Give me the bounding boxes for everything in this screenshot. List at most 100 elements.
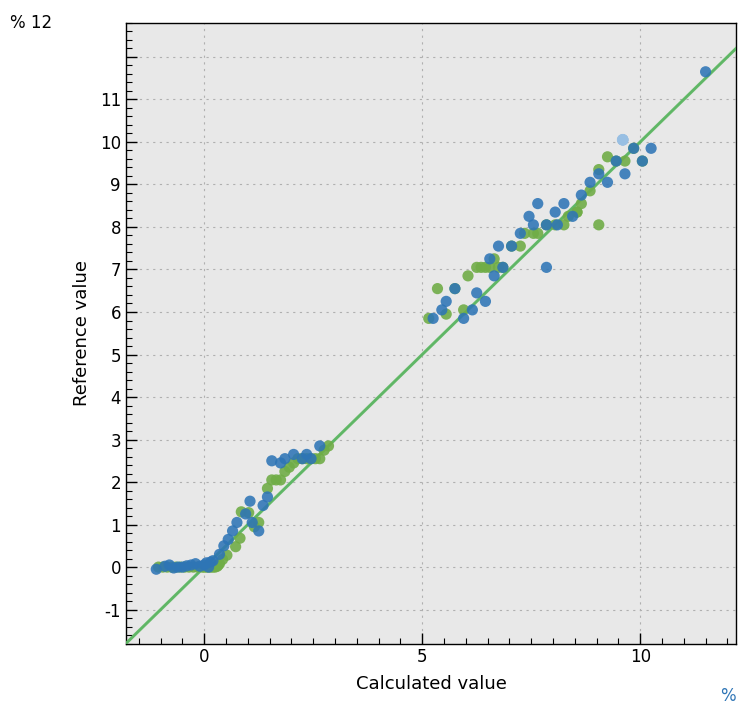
Point bbox=[519, 228, 531, 239]
Point bbox=[236, 506, 248, 518]
Point bbox=[150, 563, 162, 575]
Point bbox=[551, 219, 563, 231]
Point bbox=[279, 466, 291, 477]
Point bbox=[305, 453, 317, 464]
Point bbox=[496, 261, 508, 273]
Point bbox=[253, 526, 265, 537]
Point bbox=[244, 496, 256, 507]
Point bbox=[318, 445, 330, 456]
Point bbox=[185, 559, 197, 570]
Point bbox=[423, 313, 435, 324]
Point bbox=[514, 228, 526, 239]
Point bbox=[514, 241, 526, 252]
Point bbox=[217, 554, 229, 565]
Point bbox=[602, 176, 613, 188]
Point bbox=[174, 561, 186, 573]
Point bbox=[493, 261, 505, 273]
Point bbox=[314, 453, 326, 464]
Point bbox=[558, 219, 570, 231]
Point bbox=[253, 517, 265, 528]
Point bbox=[527, 219, 539, 231]
Point bbox=[296, 453, 308, 464]
Point bbox=[571, 206, 583, 218]
Point bbox=[234, 533, 246, 544]
Point bbox=[246, 517, 258, 528]
Point bbox=[628, 143, 640, 154]
Point bbox=[645, 143, 657, 154]
Point bbox=[188, 561, 200, 573]
Point bbox=[270, 474, 282, 486]
Point bbox=[279, 453, 291, 464]
Point bbox=[592, 168, 604, 179]
Point bbox=[262, 483, 274, 494]
Point bbox=[152, 561, 164, 573]
Point bbox=[301, 448, 313, 460]
Point bbox=[305, 453, 317, 464]
Point bbox=[292, 453, 304, 464]
Point bbox=[619, 168, 631, 179]
Point bbox=[172, 561, 184, 573]
Point bbox=[484, 261, 496, 273]
Point bbox=[619, 156, 631, 167]
Point bbox=[274, 474, 286, 486]
Point bbox=[296, 453, 308, 464]
Point bbox=[266, 474, 278, 486]
Point bbox=[240, 508, 252, 520]
Point bbox=[541, 261, 553, 273]
Point bbox=[322, 441, 334, 452]
Point bbox=[200, 557, 212, 568]
Point bbox=[427, 313, 439, 324]
Point bbox=[628, 143, 640, 154]
Point bbox=[479, 296, 491, 307]
Point bbox=[506, 241, 518, 252]
Point bbox=[549, 219, 561, 231]
Point bbox=[214, 548, 226, 560]
Point bbox=[602, 151, 613, 163]
Point bbox=[610, 156, 622, 167]
Point bbox=[458, 304, 470, 316]
Point bbox=[231, 517, 243, 528]
Point bbox=[493, 241, 505, 252]
Point bbox=[209, 561, 221, 573]
Point bbox=[198, 559, 210, 570]
Point bbox=[159, 560, 171, 572]
Point bbox=[610, 156, 622, 167]
Point bbox=[205, 561, 217, 573]
Point bbox=[527, 228, 539, 239]
Point bbox=[190, 558, 202, 569]
Point bbox=[221, 550, 233, 561]
Point bbox=[637, 156, 649, 167]
Point bbox=[488, 270, 500, 281]
Point bbox=[637, 156, 649, 167]
Point bbox=[571, 206, 583, 218]
Point bbox=[287, 448, 299, 460]
Point bbox=[222, 534, 234, 545]
Point bbox=[592, 219, 604, 231]
X-axis label: Calculated value: Calculated value bbox=[356, 675, 506, 693]
Point bbox=[616, 134, 628, 146]
Point bbox=[523, 211, 535, 222]
Point bbox=[214, 558, 226, 569]
Point bbox=[440, 308, 452, 320]
Point bbox=[178, 561, 190, 573]
Point bbox=[202, 561, 214, 573]
Point bbox=[198, 561, 210, 573]
Text: %: % bbox=[721, 687, 736, 705]
Point bbox=[471, 287, 483, 298]
Point bbox=[575, 189, 587, 201]
Point bbox=[314, 441, 326, 452]
Point bbox=[506, 241, 518, 252]
Point bbox=[479, 261, 491, 273]
Point bbox=[541, 219, 553, 231]
Point bbox=[484, 253, 496, 265]
Point bbox=[194, 560, 206, 572]
Point bbox=[616, 134, 628, 146]
Point bbox=[541, 219, 553, 231]
Point bbox=[157, 561, 169, 573]
Point bbox=[466, 304, 478, 316]
Point bbox=[287, 457, 299, 468]
Point bbox=[183, 561, 195, 573]
Point bbox=[449, 283, 461, 294]
Point bbox=[168, 562, 180, 573]
Point bbox=[284, 461, 296, 473]
